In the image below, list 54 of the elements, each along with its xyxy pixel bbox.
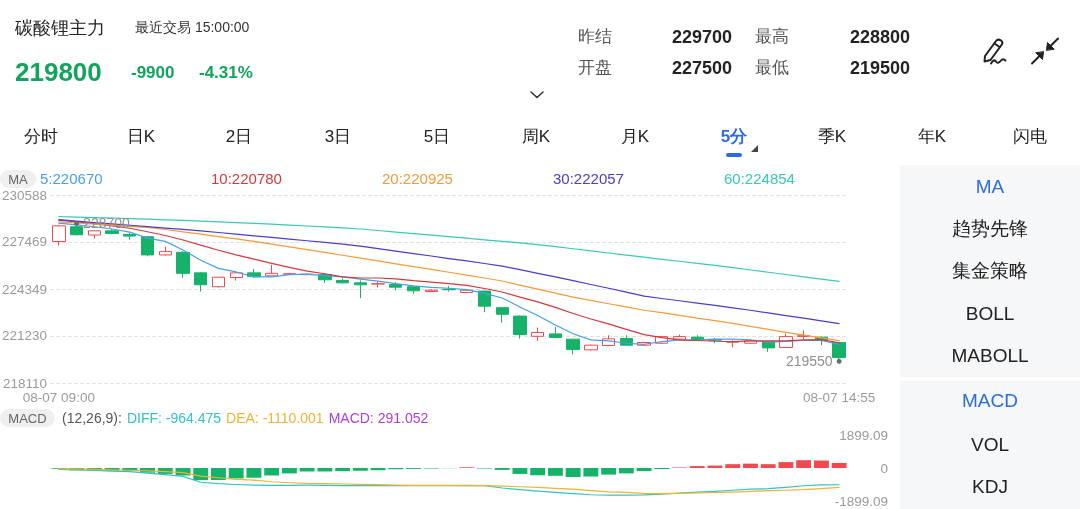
- text: 日K: [126, 127, 156, 147]
- text: -4.31%: [199, 63, 253, 83]
- text: BOLL: [965, 303, 1015, 325]
- text: 219800: [15, 57, 102, 88]
- text: MABOLL: [951, 345, 1029, 367]
- y-tick-label: -1899.09: [834, 493, 888, 509]
- text: KDJ: [972, 476, 1008, 498]
- text: MACD: [0, 409, 55, 427]
- text: 趋势先锋: [952, 218, 1028, 240]
- y-tick-label: 230588: [1, 187, 47, 203]
- text: 昨结: [578, 27, 612, 47]
- text: 开盘: [578, 58, 612, 78]
- text: 30:222057: [553, 170, 625, 188]
- y-tick-label: 0: [880, 460, 888, 476]
- text: 5分: [720, 127, 748, 147]
- text: MA: [0, 170, 36, 188]
- text: -9900: [131, 63, 175, 83]
- text: VOL: [970, 434, 1010, 456]
- text: MA: [975, 176, 1005, 198]
- text: MACD: [962, 390, 1018, 412]
- x-tick-label: 08-07 14:55: [803, 389, 876, 405]
- text: 年K: [917, 127, 947, 147]
- text: 周K: [521, 127, 551, 147]
- text: 5日: [423, 127, 451, 147]
- text: 229700: [672, 26, 733, 48]
- text: 3日: [324, 127, 352, 147]
- text: 最高: [755, 27, 789, 47]
- text: 228800: [850, 26, 911, 48]
- y-tick-label: 1899.09: [839, 427, 888, 443]
- text: DIFF: -964.475: [126, 409, 222, 427]
- text: 60:224854: [724, 170, 796, 188]
- text: 最低: [755, 58, 789, 78]
- chart-title: 碳酸锂主力: [15, 17, 105, 39]
- text: 5:220670: [40, 170, 104, 188]
- text: DEA: -1110.001: [226, 409, 324, 427]
- text: 分时: [24, 127, 58, 147]
- text: 集金策略: [952, 260, 1028, 282]
- text: (12,26,9):: [62, 409, 122, 427]
- text: 2日: [225, 127, 253, 147]
- text: 月K: [620, 127, 650, 147]
- annotation: 219550: [785, 353, 833, 370]
- y-tick-label: 224349: [1, 281, 47, 297]
- text: 227500: [672, 57, 733, 79]
- text: 最近交易 15:00:00: [135, 18, 250, 36]
- text: MACD: 291.052: [328, 409, 429, 427]
- text: 季K: [817, 127, 847, 147]
- y-tick-label: 227469: [1, 234, 47, 250]
- text: 219500: [850, 57, 911, 79]
- text: 10:220780: [211, 170, 283, 188]
- text: 20:220925: [382, 170, 454, 188]
- x-tick-label: 08-07 09:00: [22, 389, 95, 405]
- y-tick-label: 221230: [1, 328, 47, 344]
- y-tick-label: 218110: [2, 375, 47, 391]
- text: 闪电: [1013, 127, 1047, 147]
